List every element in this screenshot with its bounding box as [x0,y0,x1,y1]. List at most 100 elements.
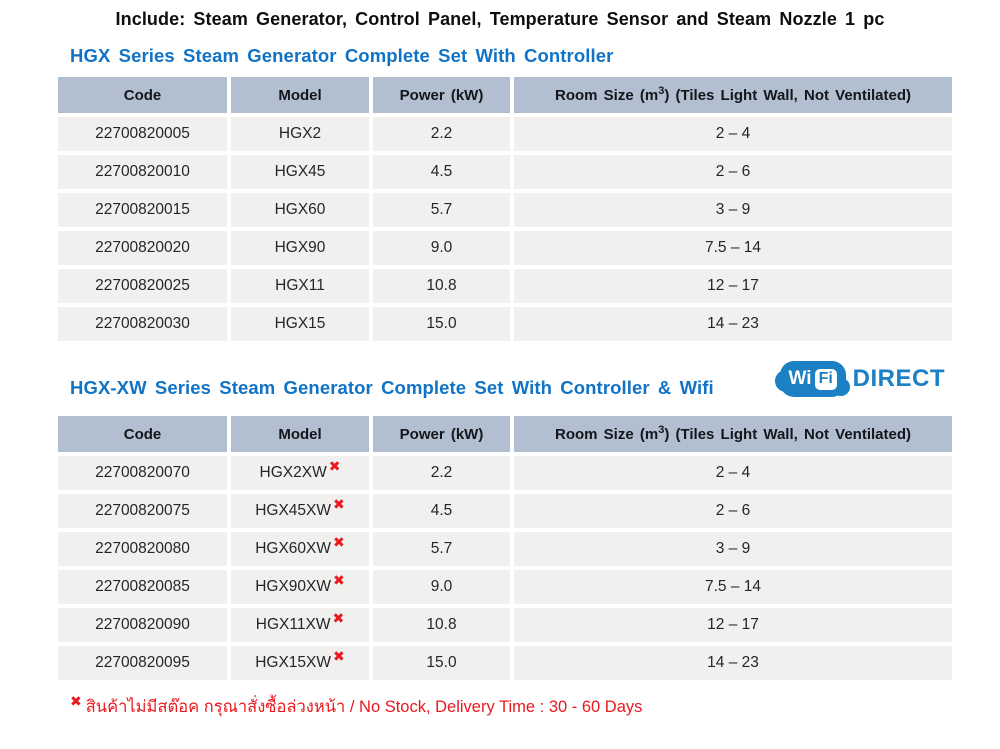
hgx-xw-table-body: 22700820070 HGX2XW ✖ 2.2 2 – 4 22700820075 HGX… [58,456,952,680]
power-cell: 5.7 [373,193,510,227]
code-cell: 22700820075 [58,494,227,528]
room-size-cell: 7.5 – 14 [514,570,952,604]
column-header-power: Power (kW) [373,416,510,452]
column-header-power: Power (kW) [373,77,510,113]
power-cell: 2.2 [373,117,510,151]
model-name: HGX90 [274,239,326,256]
model-name: HGX60 [274,201,326,218]
include-line: Include: Steam Generator, Control Panel,… [115,9,885,29]
table-header-row: Code Model Power (kW) Room Size (m3) (Ti… [58,416,952,452]
model-cell: HGX11XW ✖ [231,608,369,642]
wifi-logo-fi-text: Fi [814,368,837,390]
code-cell: 22700820015 [58,193,227,227]
no-stock-marker-icon: ✖ [333,571,345,588]
wifi-logo-direct-text: DIRECT [852,365,945,392]
table-row: 22700820095 HGX15XW ✖ 15.0 14 – 23 [58,646,952,680]
room-size-cell: 14 – 23 [514,307,952,341]
room-size-cell: 2 – 4 [514,456,952,490]
code-cell: 22700820090 [58,608,227,642]
room-size-cell: 2 – 4 [514,117,952,151]
no-stock-marker-icon: ✖ [333,495,345,512]
power-cell: 5.7 [373,532,510,566]
room-header-sup: 3 [658,84,665,97]
room-header-post: ) (Tiles Light Wall, Not Ventilated) [664,86,911,104]
wifi-direct-logo: Wi Fi DIRECT [774,361,945,397]
section-title-hgx: HGX Series Steam Generator Complete Set … [70,45,614,66]
hgx-xw-table-wrap: Code Model Power (kW) Room Size (m3) (Ti… [54,412,1000,684]
no-stock-marker-icon: ✖ [333,647,345,664]
no-stock-marker-icon: ✖ [332,609,345,626]
room-size-cell: 3 – 9 [514,532,952,566]
wifi-logo-wi-text: Wi [788,368,812,389]
table-header: Code Model Power (kW) Room Size (m3) (Ti… [58,416,952,452]
model-cell: HGX15 [231,307,369,341]
model-cell: HGX45 [231,155,369,189]
power-cell: 9.0 [373,570,510,604]
code-cell: 22700820025 [58,269,227,303]
column-header-model: Model [231,416,369,452]
room-size-cell: 2 – 6 [514,155,952,189]
model-name: HGX2XW [259,464,327,481]
table-header-row: Code Model Power (kW) Room Size (m3) (Ti… [58,77,952,113]
model-name: HGX60XW [255,540,332,557]
room-size-cell: 12 – 17 [514,269,952,303]
column-header-room-size: Room Size (m3) (Tiles Light Wall, Not Ve… [514,77,952,113]
power-cell: 10.8 [373,269,510,303]
hgx-xw-products-table: Code Model Power (kW) Room Size (m3) (Ti… [54,412,956,684]
power-cell: 15.0 [373,646,510,680]
model-cell: HGX2XW ✖ [231,456,369,490]
room-size-cell: 3 – 9 [514,193,952,227]
room-header-pre: Room Size (m [555,425,659,443]
table-row: 22700820075 HGX45XW ✖ 4.5 2 – 6 [58,494,952,528]
model-cell: HGX2 [231,117,369,151]
model-cell: HGX15XW ✖ [231,646,369,680]
column-header-model: Model [231,77,369,113]
hgx-products-table: Code Model Power (kW) Room Size (m3) (Ti… [54,73,956,345]
column-header-code: Code [58,77,227,113]
wifi-badge-icon: Wi Fi [774,361,850,397]
table-row: 22700820015 HGX60 5.7 3 – 9 [58,193,952,227]
power-cell: 4.5 [373,494,510,528]
power-cell: 9.0 [373,231,510,265]
no-stock-footnote: ✖ สินค้าไม่มีสต๊อค กรุณาสั่งซื้อล่วงหน้า … [70,694,1000,720]
hgx-table-wrap: Code Model Power (kW) Room Size (m3) (Ti… [54,73,1000,345]
room-header-post: ) (Tiles Light Wall, Not Ventilated) [664,425,911,443]
code-cell: 22700820095 [58,646,227,680]
code-cell: 22700820085 [58,570,227,604]
model-name: HGX11XW [255,616,331,633]
room-size-cell: 12 – 17 [514,608,952,642]
power-cell: 10.8 [373,608,510,642]
model-cell: HGX90 [231,231,369,265]
no-stock-marker-icon: ✖ [70,692,82,709]
table-row: 22700820080 HGX60XW ✖ 5.7 3 – 9 [58,532,952,566]
table-row: 22700820025 HGX11 10.8 12 – 17 [58,269,952,303]
model-name: HGX90XW [255,578,332,595]
room-size-cell: 7.5 – 14 [514,231,952,265]
code-cell: 22700820070 [58,456,227,490]
room-size-cell: 14 – 23 [514,646,952,680]
footnote-text: สินค้าไม่มีสต๊อค กรุณาสั่งซื้อล่วงหน้า /… [85,698,643,716]
model-cell: HGX45XW ✖ [231,494,369,528]
model-name: HGX45XW [255,502,332,519]
code-cell: 22700820080 [58,532,227,566]
room-header-pre: Room Size (m [555,86,659,104]
model-cell: HGX60 [231,193,369,227]
model-name: HGX11 [275,277,325,294]
model-name: HGX15 [274,315,326,332]
table-row: 22700820030 HGX15 15.0 14 – 23 [58,307,952,341]
table-row: 22700820090 HGX11XW ✖ 10.8 12 – 17 [58,608,952,642]
room-header-sup: 3 [658,423,665,436]
section2-heading-row: HGX-XW Series Steam Generator Complete S… [70,361,945,401]
model-cell: HGX11 [231,269,369,303]
model-name: HGX45 [274,163,326,180]
table-row: 22700820085 HGX90XW ✖ 9.0 7.5 – 14 [58,570,952,604]
model-name: HGX2 [278,125,322,142]
room-size-cell: 2 – 6 [514,494,952,528]
code-cell: 22700820010 [58,155,227,189]
column-header-code: Code [58,416,227,452]
no-stock-marker-icon: ✖ [328,457,341,474]
power-cell: 2.2 [373,456,510,490]
table-row: 22700820070 HGX2XW ✖ 2.2 2 – 4 [58,456,952,490]
table-row: 22700820010 HGX45 4.5 2 – 6 [58,155,952,189]
